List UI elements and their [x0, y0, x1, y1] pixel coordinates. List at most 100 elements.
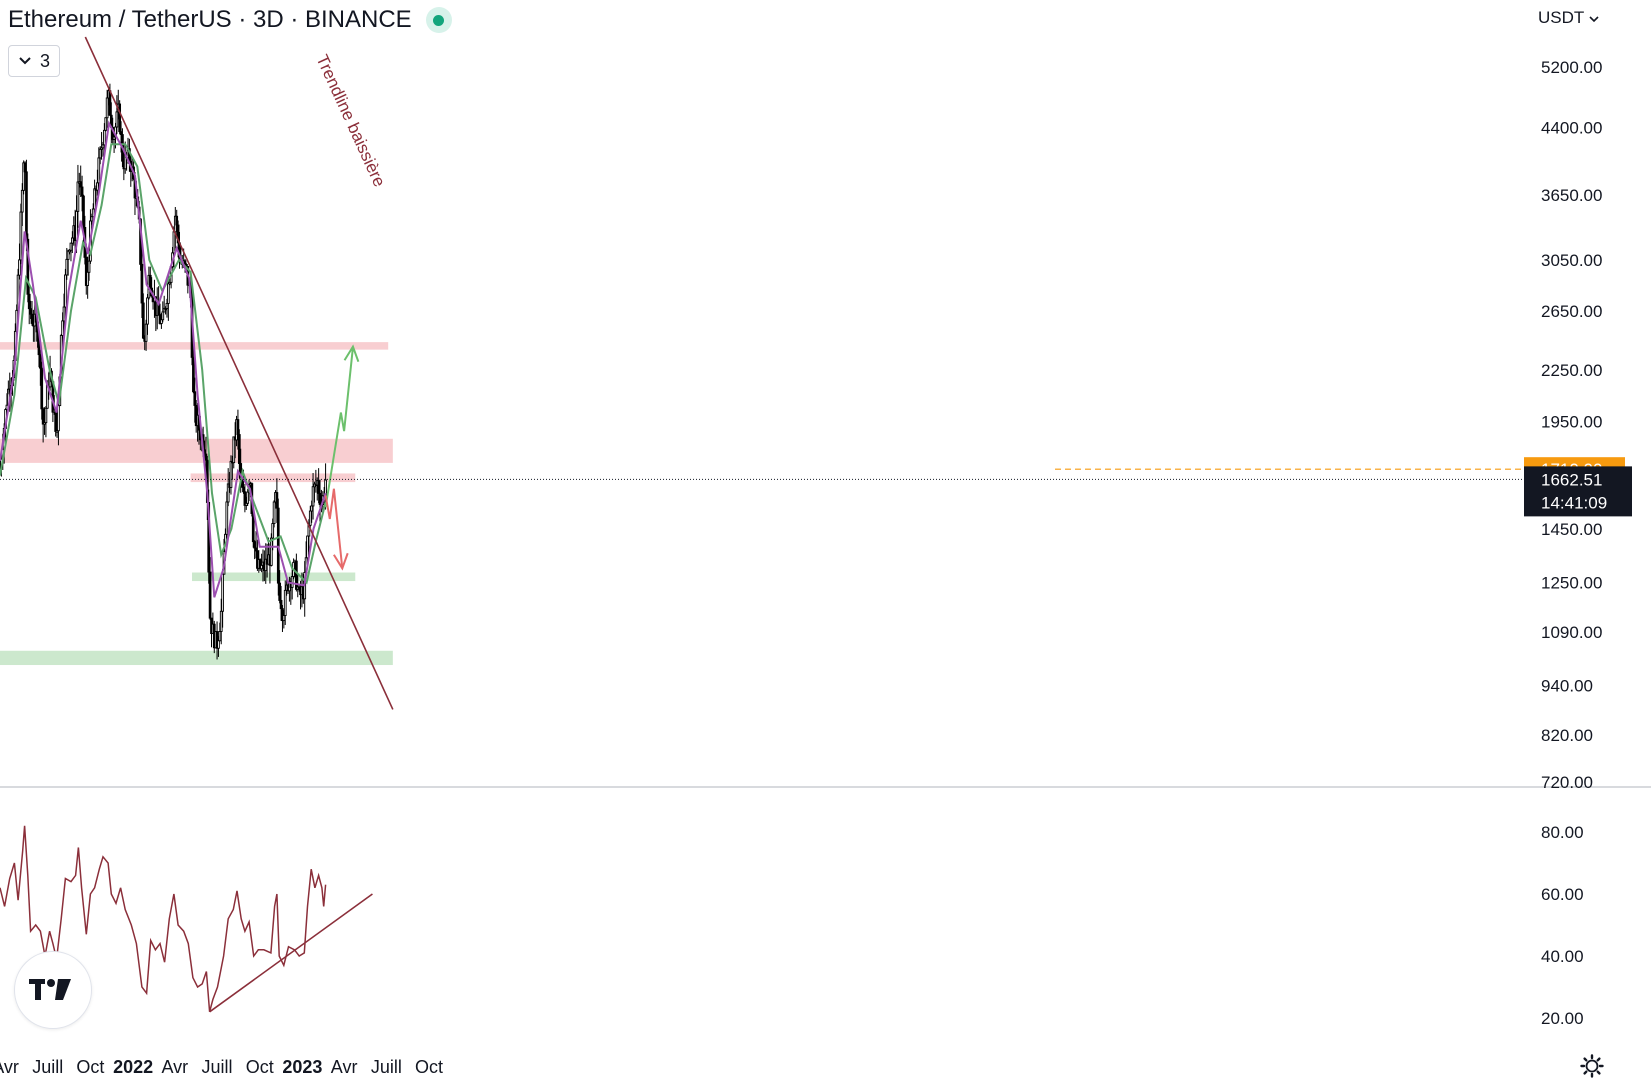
price-tick-label: 1950.00 — [1541, 413, 1602, 432]
candle-body — [253, 541, 256, 549]
candle-body — [66, 250, 70, 260]
candle-body — [275, 492, 279, 509]
candle-body — [318, 492, 322, 505]
candle-body — [37, 340, 41, 356]
price-tick-label: 2650.00 — [1541, 302, 1602, 321]
candle-body — [311, 486, 315, 507]
candle-body — [144, 323, 148, 342]
time-tick-label: Juill — [32, 1057, 63, 1077]
candle-body — [97, 157, 101, 184]
candle-body — [204, 453, 208, 461]
candle-body — [79, 181, 83, 188]
symbol-title[interactable]: Ethereum / TetherUS · 3D · BINANCE — [8, 6, 412, 33]
candle-body — [283, 589, 287, 616]
candle-body — [65, 258, 69, 276]
price-tick-label: 820.00 — [1541, 726, 1593, 745]
candle-body — [108, 90, 112, 116]
time-tick-label: Oct — [246, 1057, 274, 1077]
candle-body — [22, 162, 26, 191]
candles-layer — [0, 83, 327, 660]
candle-body — [76, 181, 80, 212]
candle-body — [82, 195, 85, 228]
price-tick-label: 3050.00 — [1541, 251, 1602, 270]
indicators-toggle-button[interactable]: 3 — [8, 45, 60, 77]
candle-body — [229, 460, 233, 488]
candle-body — [276, 507, 280, 584]
candle-body — [103, 129, 106, 146]
candle-body — [295, 560, 298, 590]
candle-body — [237, 434, 241, 464]
symbol-header[interactable]: Ethereum / TetherUS · 3D · BINANCE — [8, 6, 452, 34]
candle-body — [29, 308, 32, 315]
candle-body — [236, 419, 240, 436]
candle-body — [272, 501, 276, 524]
candle-body — [282, 615, 286, 622]
rsi-axis: 80.00 60.00 40.00 20.00 — [1541, 823, 1584, 1028]
tradingview-logo[interactable] — [14, 951, 92, 1029]
candle-body — [290, 576, 294, 588]
bearish-trendline[interactable] — [84, 36, 394, 710]
candle-body — [172, 231, 176, 254]
candle-body — [18, 259, 21, 276]
trendline-layer: Trendline baissière — [84, 36, 394, 710]
countdown-label: 14:41:09 — [1541, 493, 1607, 512]
candle-body — [167, 283, 170, 304]
candle-body — [62, 306, 66, 322]
price-tick-label: 1250.00 — [1541, 574, 1602, 593]
candle-body — [278, 582, 282, 601]
currency-selector[interactable]: USDT — [1538, 8, 1599, 28]
candle-body — [19, 211, 23, 261]
candle-body — [271, 523, 275, 539]
candle-body — [226, 483, 230, 503]
candle-body — [41, 408, 45, 425]
chevron-down-icon — [19, 57, 31, 65]
candle-body — [26, 238, 30, 295]
resistance-zone-2 — [0, 438, 393, 463]
price-tick-label: 2250.00 — [1541, 361, 1602, 380]
candle-body — [219, 610, 223, 632]
settings-gear-icon[interactable] — [1580, 1054, 1604, 1078]
time-tick-label: 2022 — [113, 1057, 153, 1077]
price-axis: 5200.00 4400.00 3650.00 3050.00 2650.00 2250.… — [1541, 58, 1602, 792]
candle-body — [218, 631, 222, 642]
candle-body — [260, 564, 263, 570]
indicator-count: 3 — [39, 50, 50, 71]
rsi-trendline[interactable] — [209, 893, 373, 1013]
price-tick-label: 1090.00 — [1541, 623, 1602, 642]
candle-body — [141, 302, 145, 339]
support-zone-4 — [192, 572, 356, 582]
time-tick-label: Avr — [0, 1057, 19, 1077]
candle-body — [225, 501, 229, 535]
candle-body — [93, 188, 96, 210]
candle-body — [98, 148, 102, 159]
scenario-arrows-layer — [324, 344, 360, 571]
market-open-icon — [425, 7, 452, 33]
price-tick-label: 3650.00 — [1541, 186, 1602, 205]
candle-body — [221, 573, 224, 612]
candle-body — [193, 391, 197, 406]
time-tick-label: Juill — [202, 1057, 233, 1077]
candle-body — [308, 510, 312, 526]
time-axis: Avr Juill Oct 2022 Avr Juill Oct 2023 Avr Juill Oc… — [0, 1057, 443, 1077]
chevron-down-icon — [1589, 16, 1599, 23]
bullish-scenario-arrow-head — [343, 344, 360, 362]
bearish-scenario-arrow-path — [324, 488, 344, 569]
resistance-zone-3 — [190, 473, 356, 483]
rsi-tick-label: 20.00 — [1541, 1009, 1584, 1028]
candle-body — [69, 242, 73, 251]
candle-body — [104, 117, 108, 131]
moving-averages-layer — [0, 120, 327, 598]
tradingview-logo-icon — [29, 979, 71, 1000]
candle-body — [146, 297, 149, 325]
candle-body — [57, 405, 60, 432]
rsi-pane — [0, 825, 373, 1013]
candle-body — [101, 144, 105, 149]
rsi-tick-label: 60.00 — [1541, 885, 1584, 904]
candle-body — [25, 171, 28, 240]
candle-body — [87, 260, 91, 273]
bearish-scenario-arrow-head — [333, 552, 349, 571]
last-price-tag[interactable] — [1524, 466, 1632, 517]
candle-body — [23, 162, 27, 173]
